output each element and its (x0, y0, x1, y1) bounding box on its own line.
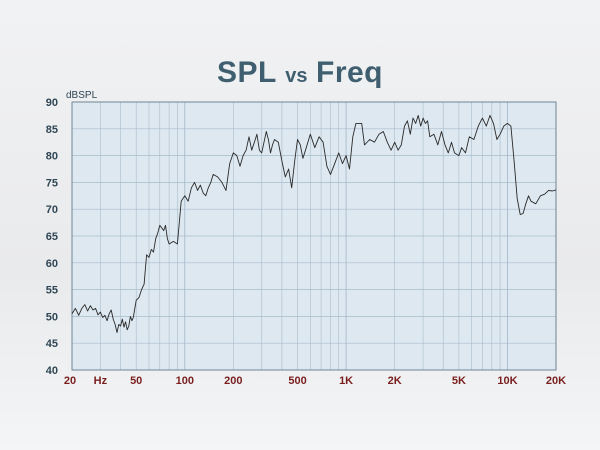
y-tick-label: 90 (46, 97, 58, 109)
x-axis-ticks: 20 Hz 50 100 200 500 1K 2K 5K 10K 20K (64, 375, 566, 387)
y-tick-label: 75 (46, 177, 58, 189)
plot-frame (71, 101, 557, 371)
y-tick-label: 60 (46, 258, 58, 270)
y-tick-label: 40 (46, 365, 58, 377)
y-tick-label: 45 (46, 338, 58, 350)
x-tick-label: 5K (452, 375, 466, 387)
y-axis-label: dBSPL (66, 90, 98, 101)
x-tick-label: Hz (94, 375, 108, 387)
x-tick-label: 10K (497, 375, 517, 387)
x-tick-label: 1K (339, 375, 353, 387)
x-tick-label: 50 (130, 375, 142, 387)
spl-curve (71, 114, 557, 333)
y-tick-label: 70 (46, 204, 58, 216)
x-tick-label: 20K (546, 375, 566, 387)
y-axis-ticks: 40 45 50 55 60 65 70 75 80 85 90 (46, 97, 58, 377)
y-tick-label: 50 (46, 311, 58, 323)
title-spl: SPL (216, 56, 277, 89)
x-tick-label: 100 (176, 375, 194, 387)
x-tick-label: 200 (224, 375, 242, 387)
title-vs: vs (285, 65, 308, 87)
y-tick-label: 80 (46, 151, 58, 163)
x-tick-label: 2K (388, 375, 402, 387)
y-tick-label: 85 (46, 124, 58, 136)
y-tick-label: 55 (46, 285, 58, 297)
x-tick-label: 500 (288, 375, 306, 387)
y-tick-label: 65 (46, 231, 58, 243)
title-freq: Freq (316, 56, 384, 89)
chart-title: SPL vs Freq (0, 56, 600, 90)
x-tick-label: 20 (64, 375, 76, 387)
